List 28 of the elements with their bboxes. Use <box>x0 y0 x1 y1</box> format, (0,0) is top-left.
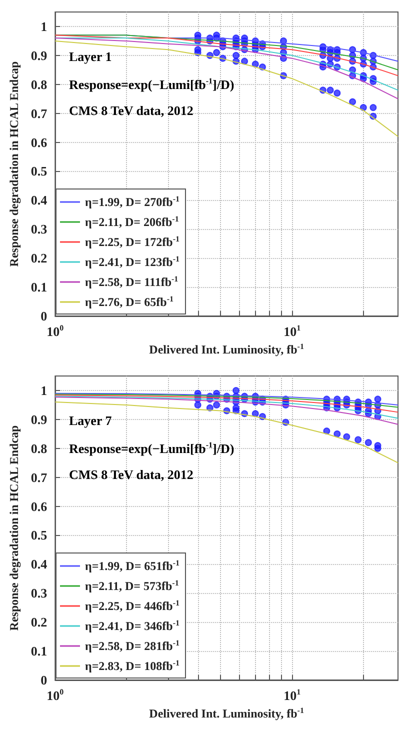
y-tick-label: 1 <box>40 382 48 398</box>
y-tick-label: 0.6 <box>30 498 48 514</box>
y-tick-label: 0.5 <box>30 528 48 543</box>
y-axis-title: Response degradation in HCAL Endcap <box>7 424 21 631</box>
y-tick-label: 0.2 <box>30 250 48 266</box>
y-tick-label: 0.4 <box>30 556 48 572</box>
y-tick-label: 0.3 <box>30 586 48 601</box>
y-tick-label: 0.4 <box>30 192 48 208</box>
annotation: CMS 8 TeV data, 2012 <box>69 103 194 118</box>
y-tick-label: 0.8 <box>30 440 48 456</box>
y-tick-label: 0.1 <box>30 280 48 295</box>
y-tick-label: 0.7 <box>30 470 48 485</box>
annotation: Layer 7 <box>69 413 112 428</box>
y-tick-label: 0.5 <box>30 164 48 179</box>
y-tick-label: 0.3 <box>30 222 48 237</box>
y-tick-label: 0 <box>40 672 48 688</box>
y-tick-label: 0.6 <box>30 134 48 150</box>
y-tick-label: 0.9 <box>30 412 48 427</box>
y-axis-title: Response degradation in HCAL Endcap <box>7 60 21 267</box>
y-tick-label: 0.8 <box>30 76 48 92</box>
y-tick-label: 0.2 <box>30 614 48 630</box>
y-tick-label: 0 <box>40 308 48 324</box>
y-tick-label: 0.1 <box>30 644 48 659</box>
annotation: Layer 1 <box>69 49 112 64</box>
y-tick-label: 0.7 <box>30 106 48 121</box>
annotation: CMS 8 TeV data, 2012 <box>69 467 194 482</box>
y-tick-label: 1 <box>40 18 48 34</box>
y-tick-label: 0.9 <box>30 48 48 63</box>
